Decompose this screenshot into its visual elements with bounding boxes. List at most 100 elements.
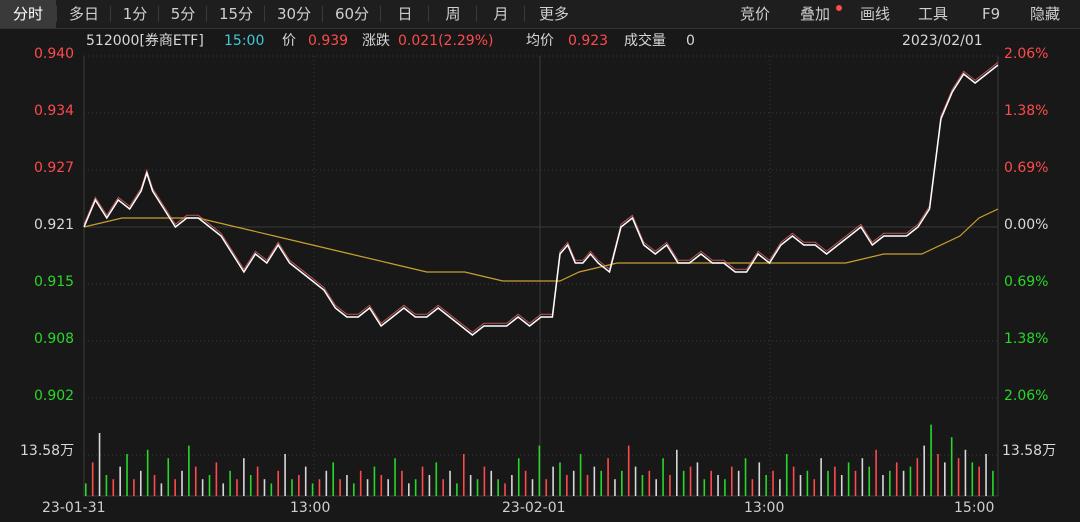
volume-bar bbox=[593, 466, 596, 496]
tab-month[interactable]: 月 bbox=[493, 5, 509, 23]
volume-bar bbox=[641, 475, 644, 496]
volume-bar bbox=[469, 475, 472, 496]
price-tick-label: 0.908 bbox=[34, 331, 75, 347]
reference-price-line bbox=[83, 61, 999, 333]
volume-bar bbox=[586, 475, 589, 496]
volume-bar bbox=[765, 475, 767, 496]
price-tick-label: 0.940 bbox=[34, 46, 75, 62]
volume-bar bbox=[875, 449, 877, 496]
volume-bar bbox=[304, 466, 307, 496]
volume-bar bbox=[579, 454, 582, 496]
volume-bar bbox=[511, 475, 513, 496]
volume-bar bbox=[566, 475, 568, 496]
volume-bar bbox=[930, 424, 932, 496]
volume-bar bbox=[243, 458, 245, 496]
volume-bar bbox=[249, 475, 252, 496]
tab-week[interactable]: 周 bbox=[445, 5, 461, 23]
volume-bar bbox=[758, 462, 761, 496]
tab-divider bbox=[110, 6, 111, 22]
volume-bar bbox=[188, 445, 190, 496]
volume-bar bbox=[717, 475, 719, 496]
volume-bar bbox=[792, 466, 795, 496]
volume-bar bbox=[263, 479, 266, 496]
pct-tick-label: 2.06% bbox=[1004, 46, 1049, 62]
pct-tick-label: 1.38% bbox=[1004, 331, 1049, 347]
f9-button[interactable]: F9 bbox=[982, 5, 1001, 23]
tab-divider bbox=[158, 6, 159, 22]
pct-tick-label: 0.69% bbox=[1004, 160, 1049, 176]
volume-bar bbox=[614, 479, 616, 496]
volume-bar bbox=[428, 475, 431, 496]
volume-bar bbox=[559, 462, 561, 496]
volume-bar bbox=[407, 483, 410, 496]
volume-bar bbox=[339, 479, 341, 496]
volume-bar bbox=[607, 458, 609, 496]
tab-intraday[interactable]: 分时 bbox=[0, 0, 56, 28]
hide-button[interactable]: 隐藏 bbox=[1030, 5, 1061, 23]
volume-bar bbox=[655, 479, 657, 496]
volume-bar bbox=[724, 479, 726, 496]
volume-bar bbox=[325, 470, 328, 496]
price-tick-label: 0.915 bbox=[34, 274, 75, 290]
volume-bar bbox=[373, 466, 376, 496]
volume-bar bbox=[682, 470, 685, 496]
volume-bar bbox=[937, 454, 939, 496]
volume-bar bbox=[868, 466, 871, 496]
volume-bar bbox=[524, 470, 527, 496]
volume-bar bbox=[751, 479, 754, 496]
volume-bar bbox=[813, 479, 816, 496]
tab-divider bbox=[524, 6, 525, 22]
volume-bar bbox=[737, 470, 740, 496]
tools-button[interactable]: 工具 bbox=[918, 5, 949, 23]
volume-bar bbox=[944, 462, 946, 496]
volume-bar bbox=[490, 470, 493, 496]
volume-bar bbox=[902, 470, 905, 496]
volume-bar bbox=[194, 466, 197, 496]
volume-bar bbox=[923, 445, 926, 496]
volume-bar bbox=[531, 479, 534, 496]
tab-multi-day[interactable]: 多日 bbox=[68, 5, 99, 23]
tab-60min[interactable]: 60分 bbox=[334, 5, 370, 23]
volume-bar bbox=[909, 466, 912, 496]
price-tick-label: 0.902 bbox=[34, 388, 75, 404]
volume-bar bbox=[703, 479, 706, 496]
volume-bar bbox=[992, 470, 994, 496]
x-axis-label: 13:00 bbox=[744, 500, 785, 516]
volume-bar bbox=[799, 475, 802, 496]
volume-bar bbox=[889, 470, 891, 496]
price-line bbox=[83, 64, 999, 336]
volume-bar bbox=[139, 470, 142, 496]
tab-day[interactable]: 日 bbox=[397, 5, 413, 23]
draw-line-button[interactable]: 画线 bbox=[860, 5, 891, 23]
volume-bar bbox=[861, 458, 864, 496]
volume-bar bbox=[627, 445, 630, 496]
auction-button[interactable]: 竞价 bbox=[740, 5, 771, 23]
tab-divider bbox=[476, 6, 477, 22]
tab-1min[interactable]: 1分 bbox=[122, 5, 148, 23]
volume-bar bbox=[806, 470, 809, 496]
volume-bar bbox=[256, 466, 259, 496]
overlay-indicator-dot bbox=[836, 5, 842, 11]
volume-bar bbox=[215, 462, 218, 496]
volume-bar bbox=[456, 483, 458, 496]
volume-bar bbox=[112, 479, 115, 496]
pct-tick-label: 1.38% bbox=[1004, 103, 1049, 119]
x-axis-label: 15:00 bbox=[954, 500, 995, 516]
volume-bar bbox=[462, 454, 465, 496]
volume-bar bbox=[394, 458, 396, 496]
tab-5min[interactable]: 5分 bbox=[170, 5, 196, 23]
volume-bar bbox=[710, 470, 712, 496]
volume-bar bbox=[167, 458, 170, 496]
volume-bar bbox=[552, 466, 554, 496]
tab-15min[interactable]: 15分 bbox=[218, 5, 254, 23]
tab-more[interactable]: 更多 bbox=[538, 5, 569, 23]
volume-bar bbox=[222, 483, 225, 496]
overlay-button[interactable]: 叠加 bbox=[800, 5, 831, 23]
volume-bar bbox=[442, 479, 444, 496]
volume-bar bbox=[820, 458, 822, 496]
volume-bar bbox=[277, 470, 280, 496]
tab-30min[interactable]: 30分 bbox=[276, 5, 312, 23]
change-label: 涨跌 bbox=[362, 33, 390, 49]
volume-bar bbox=[957, 458, 960, 496]
